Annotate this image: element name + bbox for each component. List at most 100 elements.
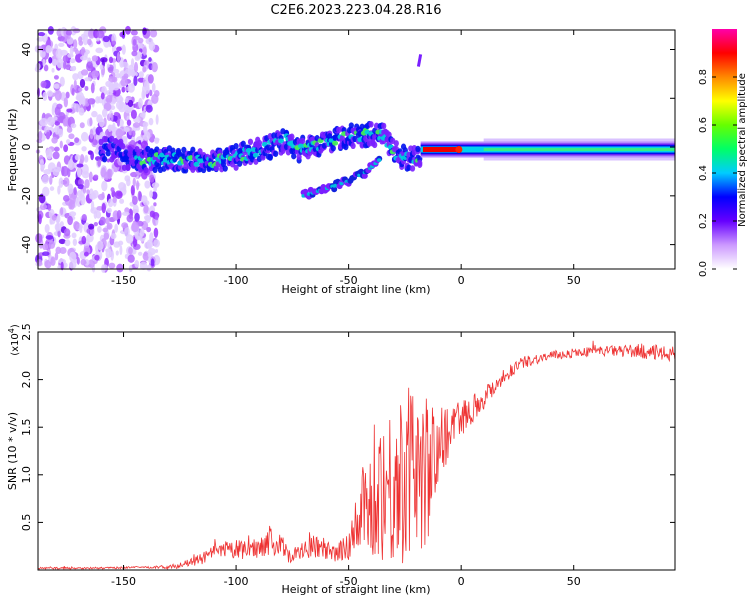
noise-blob: [110, 187, 115, 193]
noise-blob: [60, 207, 64, 216]
noise-blob: [126, 214, 134, 223]
noise-blob: [153, 89, 160, 98]
spectrogram-xtick-label: -50: [340, 274, 358, 287]
ridge-blob: [143, 166, 149, 174]
noise-blob: [137, 190, 142, 202]
noise-blob: [90, 82, 95, 94]
noise-blob: [54, 121, 61, 126]
noise-blob: [96, 30, 105, 39]
snr-ytick-label: 1.0: [20, 466, 33, 484]
spectrogram-ytick-label: 20: [20, 91, 33, 105]
noise-blob: [86, 189, 90, 195]
noise-blob: [44, 224, 50, 234]
noise-blob: [91, 70, 100, 79]
noise-blob: [92, 126, 97, 135]
ridge-blob: [240, 140, 246, 148]
noise-blob: [121, 61, 129, 68]
noise-blob: [142, 121, 149, 128]
noise-blob: [105, 89, 113, 96]
noise-blob: [49, 218, 53, 225]
noise-blob: [107, 66, 114, 73]
noise-blob: [41, 251, 50, 257]
noise-blob: [73, 39, 78, 49]
noise-blob: [149, 174, 155, 183]
spectrogram-ytick-label: 0: [20, 144, 33, 151]
snr-ytick-label: 2.5: [20, 323, 33, 341]
noise-blob: [116, 46, 122, 52]
noise-blob: [141, 110, 146, 119]
noise-blob: [63, 228, 71, 237]
noise-blob: [110, 233, 117, 240]
noise-blob: [130, 185, 135, 196]
snr-xtick-label: 0: [458, 575, 465, 588]
noise-blob: [65, 139, 71, 145]
noise-blob: [105, 216, 110, 225]
noise-blob: [84, 179, 90, 189]
noise-blob: [73, 186, 77, 196]
noise-blob: [36, 259, 43, 266]
ridge-blob: [415, 145, 421, 153]
noise-blob: [101, 108, 108, 118]
colorbar-ticks: 0.0 0.2 0.4 0.6 0.8: [698, 69, 737, 277]
noise-blob: [108, 262, 116, 269]
noise-blob: [42, 186, 50, 197]
noise-blob: [42, 243, 49, 251]
noise-blob: [143, 214, 152, 221]
noise-blob: [54, 222, 62, 232]
noise-blob: [121, 211, 130, 216]
noise-blob: [110, 113, 114, 122]
noise-blob: [120, 78, 128, 87]
noise-blob: [47, 203, 52, 211]
noise-blob: [123, 127, 130, 132]
snr-xtick-label: -100: [224, 575, 249, 588]
noise-blob: [127, 70, 134, 76]
noise-blob: [79, 55, 88, 61]
spectrogram-ytick-label: -20: [20, 187, 33, 205]
noise-blob: [145, 104, 153, 113]
noise-blob: [82, 185, 87, 194]
spectrogram-ytick-label: -40: [20, 236, 33, 254]
noise-blob: [52, 151, 60, 160]
noise-blob: [148, 57, 152, 62]
noise-blob: [146, 264, 152, 272]
noise-blob: [102, 35, 110, 43]
ridge-blob: [267, 153, 273, 161]
colorbar-tick-label: 0.8: [698, 69, 709, 85]
noise-blob: [121, 86, 126, 93]
noise-blob: [80, 131, 89, 142]
noise-blob: [88, 171, 93, 183]
noise-blob: [154, 215, 159, 221]
noise-blob: [67, 167, 71, 178]
noise-blob: [95, 47, 104, 54]
branch-blob: [361, 172, 368, 179]
ridge-blob: [181, 146, 187, 154]
noise-blob: [102, 227, 109, 233]
ridge-blob: [233, 164, 239, 171]
noise-blob: [93, 174, 99, 180]
noise-blob: [139, 261, 148, 270]
noise-blob: [51, 105, 55, 116]
ridge-blob: [105, 150, 111, 157]
noise-blob: [112, 196, 117, 204]
noise-blob: [69, 251, 77, 263]
noise-blob: [107, 198, 114, 208]
noise-blob: [55, 246, 62, 255]
noise-blob: [148, 117, 154, 126]
noise-blob: [84, 77, 92, 82]
noise-blob: [155, 248, 159, 254]
noise-blob: [101, 202, 106, 214]
noise-blob: [151, 182, 160, 189]
noise-blob: [86, 61, 93, 72]
noise-blob: [54, 89, 62, 101]
noise-blob: [134, 232, 143, 241]
noise-blob: [36, 87, 41, 98]
noise-blob: [48, 57, 53, 64]
noise-blob: [106, 158, 110, 163]
noise-blob: [42, 58, 46, 67]
noise-blob: [66, 108, 73, 113]
snr-multiplier: (x104): [7, 324, 21, 356]
noise-blob: [114, 190, 123, 200]
snr-xtick-label: 50: [567, 575, 581, 588]
ridge-blob: [296, 153, 302, 161]
noise-blob: [81, 146, 87, 152]
